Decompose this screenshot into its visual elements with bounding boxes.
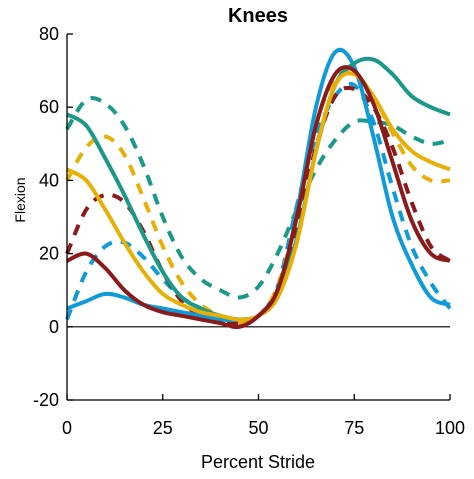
y-tick-label: 40 bbox=[39, 170, 59, 190]
x-tick-label: 0 bbox=[62, 418, 72, 438]
x-tick-label: 75 bbox=[344, 418, 364, 438]
x-axis-title: Percent Stride bbox=[201, 452, 315, 472]
y-tick-label: 80 bbox=[39, 24, 59, 44]
series-line-4 bbox=[66, 65, 451, 330]
x-tick-label: 50 bbox=[248, 418, 268, 438]
x-tick-label: 100 bbox=[435, 418, 465, 438]
y-tick-label: 60 bbox=[39, 97, 59, 117]
y-tick-label: -20 bbox=[33, 390, 59, 410]
series-line-2 bbox=[66, 56, 451, 322]
x-tick-label: 25 bbox=[153, 418, 173, 438]
y-tick-label: 20 bbox=[39, 244, 59, 264]
y-tick-label: 0 bbox=[49, 317, 59, 337]
chart-title: Knees bbox=[228, 5, 288, 27]
series-line-1 bbox=[66, 47, 451, 322]
y-axis-title: Flexion bbox=[12, 177, 28, 222]
